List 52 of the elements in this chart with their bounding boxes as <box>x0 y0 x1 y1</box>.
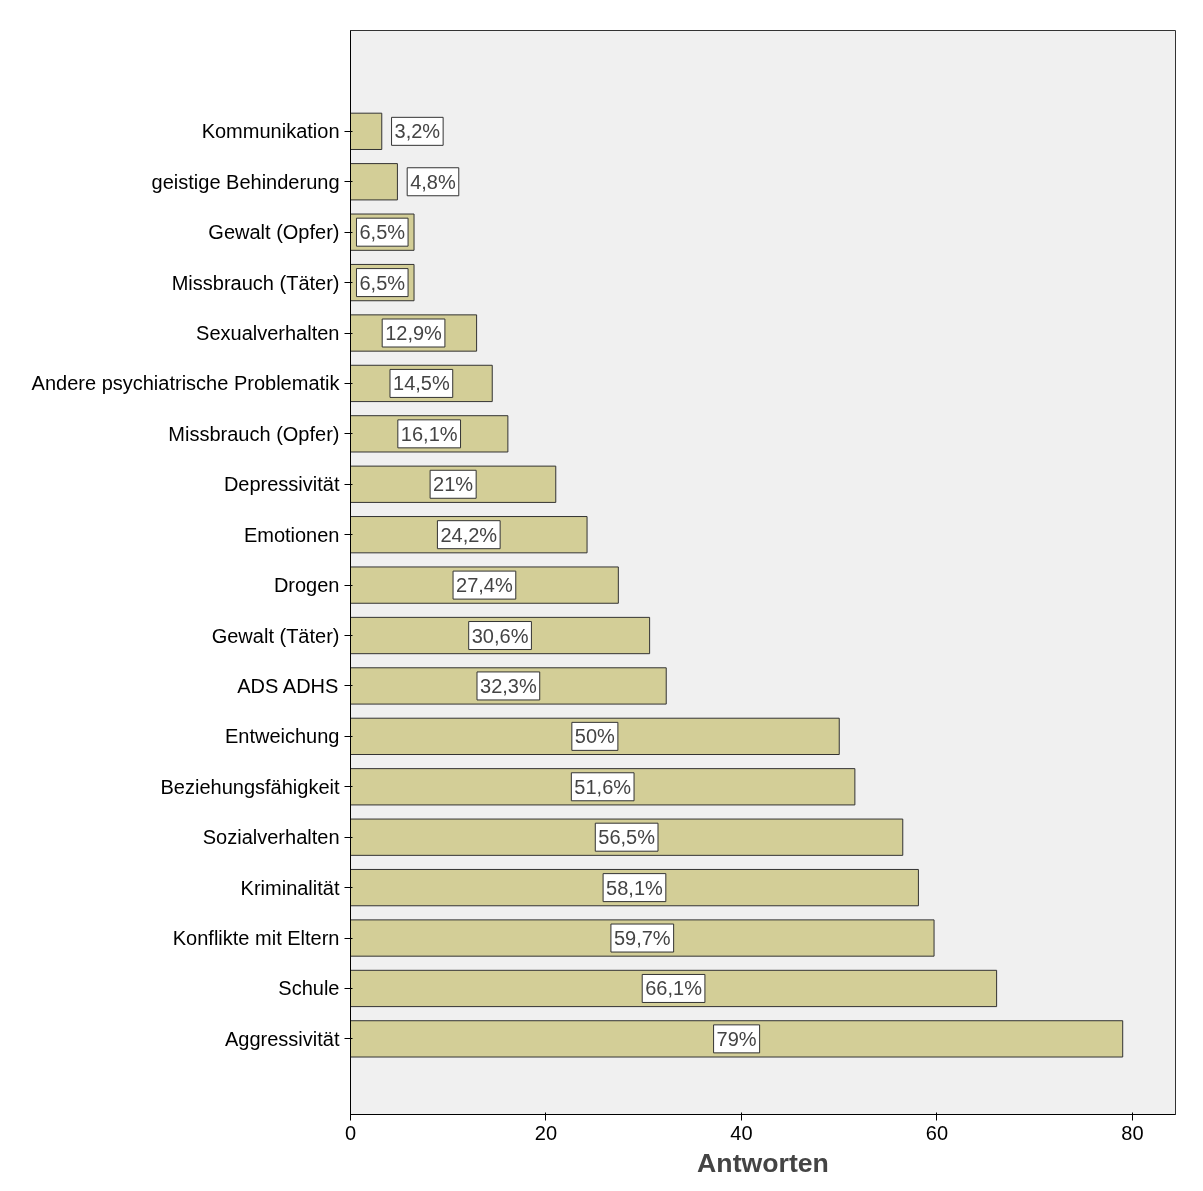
data-label: 4,8% <box>410 170 456 193</box>
data-label: 6,5% <box>359 271 406 294</box>
y-tick-label: Missbrauch (Täter) <box>171 271 340 294</box>
x-axis-title: Antworten <box>697 1147 829 1178</box>
y-tick-label: Kommunikation <box>201 120 340 143</box>
data-label: 32,3% <box>480 674 537 697</box>
x-tick-label: 20 <box>534 1121 558 1144</box>
data-label: 50% <box>574 725 616 748</box>
bar <box>350 818 904 856</box>
y-tick-label: Kriminalität <box>240 876 340 899</box>
y-tick-label: Gewalt (Täter) <box>211 624 340 647</box>
y-tick-label: Drogen <box>273 574 340 597</box>
y-tick-label: Missbrauch (Opfer) <box>168 422 340 445</box>
y-tick-label: Entweichung <box>224 725 340 748</box>
x-tick-label: 80 <box>1121 1121 1144 1144</box>
y-tick-label: Konflikte mit Eltern <box>172 927 340 950</box>
data-label: 30,6% <box>471 624 529 647</box>
data-label: 21% <box>433 473 474 496</box>
data-label: 3,2% <box>394 120 441 143</box>
data-label: 6,5% <box>359 221 406 244</box>
data-label: 16,1% <box>400 422 458 445</box>
bar <box>350 969 998 1008</box>
bar <box>350 919 935 957</box>
data-label: 66,1% <box>645 977 703 1000</box>
y-tick-label: Schule <box>278 977 340 1000</box>
y-tick-label: Gewalt (Opfer) <box>208 221 340 244</box>
bar <box>350 112 383 150</box>
data-label: 51,6% <box>574 775 632 798</box>
bar <box>350 1020 1124 1058</box>
x-tick-label: 40 <box>730 1121 753 1144</box>
y-tick-label: Emotionen <box>243 523 340 546</box>
y-tick-label: geistige Behinderung <box>151 170 340 193</box>
y-tick-label: Sexualverhalten <box>196 322 340 345</box>
data-label: 24,2% <box>440 523 498 546</box>
data-label: 12,9% <box>385 322 443 345</box>
data-label: 58,1% <box>606 876 664 899</box>
x-tick-label: 0 <box>344 1121 357 1144</box>
bar <box>350 717 840 756</box>
y-tick-label: Aggressivität <box>225 1027 340 1050</box>
y-tick-label: Sozialverhalten <box>202 826 340 849</box>
data-label: 59,7% <box>613 927 671 950</box>
y-tick-label: Beziehungsfähigkeit <box>160 775 340 798</box>
y-tick-label: ADS ADHS <box>237 674 339 697</box>
bar <box>350 868 919 907</box>
y-tick-label: Depressivität <box>223 473 340 496</box>
data-label: 27,4% <box>456 574 513 597</box>
data-label: 79% <box>716 1027 757 1050</box>
data-label: 56,5% <box>598 826 656 849</box>
x-tick-label: 60 <box>925 1121 949 1144</box>
data-label: 14,5% <box>393 372 450 395</box>
bar <box>350 163 398 201</box>
y-tick-label: Andere psychiatrische Problematik <box>31 372 341 395</box>
